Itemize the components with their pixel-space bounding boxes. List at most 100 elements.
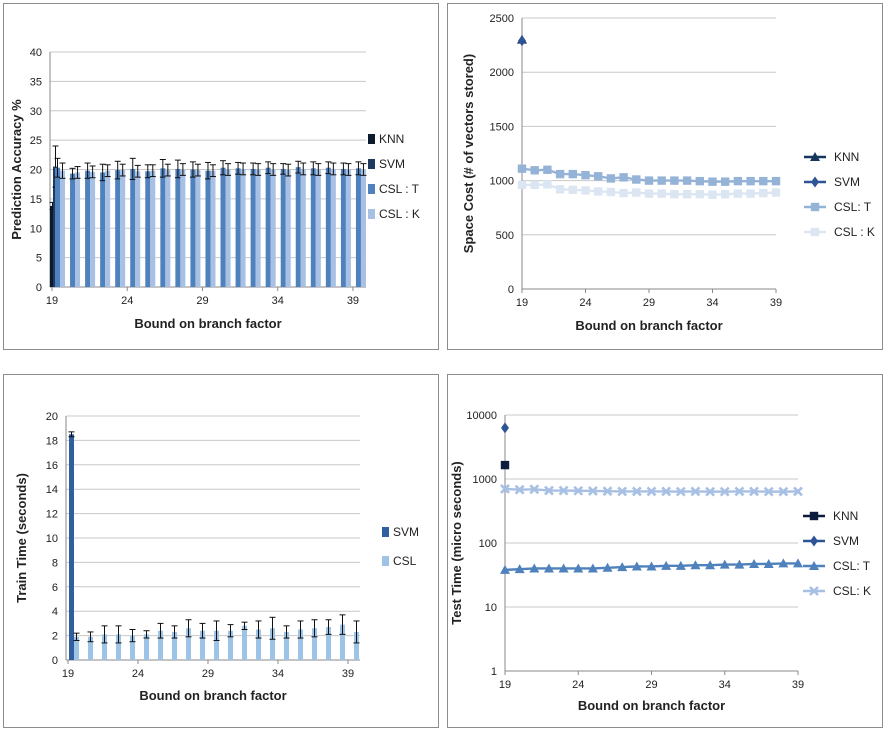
bar-csl-k	[60, 170, 65, 287]
y-tick-label: 10000	[466, 410, 497, 422]
point-csl-k	[568, 185, 577, 195]
point-csl-k	[661, 486, 672, 497]
bar-csl-t	[310, 168, 316, 287]
point-csl-k	[695, 189, 704, 199]
point-csl-t	[543, 563, 554, 573]
x-tick-label: 34	[272, 295, 284, 307]
point-csl-t	[602, 562, 613, 572]
y-tick-label: 30	[30, 106, 42, 118]
bar-csl-k	[150, 170, 156, 287]
x-tick-label: 29	[645, 679, 657, 691]
y-axis-title: Test Time (micro seconds)	[449, 461, 464, 625]
y-tick-label: 15	[30, 194, 42, 206]
bar-csl-t	[190, 169, 196, 287]
bar-csl-k	[240, 168, 246, 287]
point-csl-k	[573, 485, 584, 496]
y-tick-label: 18	[46, 435, 58, 447]
point-csl-k	[778, 486, 789, 497]
point-csl-t	[619, 173, 628, 182]
bar-csl-k	[285, 170, 291, 287]
y-tick-label: 10	[46, 533, 58, 545]
point-csl-t	[606, 174, 616, 183]
legend-key-csl-t	[368, 184, 375, 194]
bar-csl-k	[270, 169, 276, 287]
legend-label: CSL : K	[834, 225, 875, 239]
legend-key-csl-k-marker	[809, 586, 819, 596]
prediction-accuracy-chart: 0 5 10 15 20 25 30 35 40 19 24 29 34 39 Bound on branc…	[9, 47, 420, 331]
x-tick-label: 24	[132, 668, 144, 680]
x-tick-label: 34	[706, 297, 718, 309]
point-csl-k	[719, 486, 730, 497]
point-csl-t	[793, 558, 803, 568]
point-csl-t	[734, 559, 745, 569]
point-csl-k	[734, 486, 745, 497]
x-axis-title: Bound on branch factor	[139, 688, 286, 703]
point-csl-t	[759, 176, 768, 186]
bar-csl	[214, 630, 219, 660]
y-tick-label: 25	[30, 135, 42, 147]
y-tick-label: 14	[46, 484, 58, 496]
legend-label: CSL	[393, 554, 417, 568]
point-csl-t	[657, 176, 666, 185]
test-time-chart: 1 10 100 1000 10000 19 24 29 34 39 Bound on branch…	[449, 410, 871, 713]
bar-csl	[340, 624, 345, 660]
bar-csl	[116, 634, 121, 660]
x-axis-title: Bound on branch factor	[575, 318, 722, 333]
point-csl-k	[793, 486, 803, 497]
x-tick-label: 29	[196, 295, 208, 307]
point-csl-k	[587, 486, 598, 496]
chart-panel-prediction-accuracy: 0 5 10 15 20 25 30 35 40 19 24 29 34 39 Bound on branc…	[3, 3, 439, 350]
y-tick-label: 2000	[490, 67, 514, 79]
legend-label: CSL: T	[834, 200, 872, 214]
chart-panel-test-time: 1 10 100 1000 10000 19 24 29 34 39 Bound on branch…	[447, 374, 883, 728]
y-axis-title: Train Time (seconds)	[14, 473, 29, 603]
point-csl-k	[746, 189, 755, 198]
legend-key-svm	[382, 527, 389, 537]
legend-key-csl-k	[368, 209, 375, 219]
point-csl-k	[690, 486, 701, 497]
point-csl-k	[558, 485, 569, 496]
point-csl-t	[746, 176, 755, 186]
point-csl-t	[617, 562, 628, 572]
point-csl-k	[514, 484, 525, 495]
legend-key-csl	[382, 556, 389, 566]
point-csl-t	[675, 560, 686, 570]
y-tick-label: 20	[30, 165, 42, 177]
point-csl-k	[733, 189, 743, 198]
bar-csl	[256, 629, 261, 660]
bar-csl	[326, 627, 331, 660]
bar-csl-k	[75, 172, 81, 287]
bar-csl-k	[315, 169, 321, 287]
point-csl-k	[631, 486, 642, 497]
y-tick-label: 100	[479, 538, 497, 550]
bar-csl	[186, 628, 191, 660]
x-tick-label: 19	[516, 297, 528, 309]
legend-label: SVM	[393, 525, 419, 539]
point-csl-k	[749, 486, 759, 497]
point-csl-t	[778, 558, 789, 568]
point-csl-k	[675, 486, 686, 497]
x-tick-label: 29	[643, 297, 655, 309]
legend-key-csl-k-marker	[810, 227, 820, 237]
point-csl-k	[606, 187, 616, 197]
y-tick-label: 16	[46, 460, 58, 472]
point-csl-k	[646, 486, 657, 497]
legend-label: KNN	[379, 132, 404, 146]
bar-csl-t	[325, 167, 331, 287]
x-tick-label: 24	[572, 679, 584, 691]
bar-csl	[228, 630, 233, 660]
chart-panel-space-cost: 0 500 1000 1500 2000 2500 19 24 29 34 39 Bound on b…	[447, 3, 883, 350]
point-csl-t	[529, 563, 540, 573]
bar-csl-t	[160, 168, 166, 287]
x-tick-label: 19	[46, 295, 58, 307]
bar-csl	[242, 625, 247, 660]
bar-csl-t	[220, 167, 226, 287]
point-csl-k	[708, 190, 717, 199]
point-csl-t	[555, 169, 565, 179]
point-csl-t	[568, 169, 577, 179]
y-tick-label: 35	[30, 76, 42, 88]
point-csl-t	[646, 561, 657, 571]
bar-csl	[270, 628, 275, 660]
point-svm	[518, 35, 526, 47]
